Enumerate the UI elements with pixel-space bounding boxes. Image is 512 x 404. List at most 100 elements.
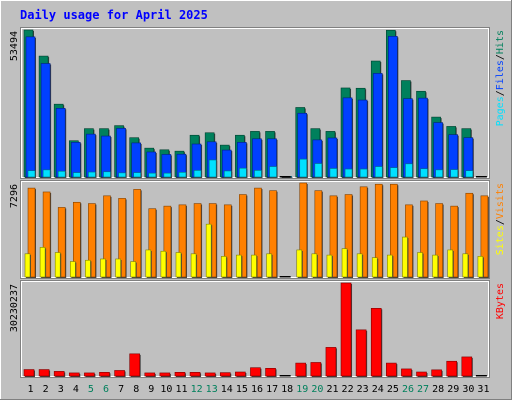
bar-kbytes — [174, 372, 186, 377]
bar-visits — [193, 203, 202, 278]
day-label: 30 — [462, 384, 474, 395]
bar-pages — [420, 168, 428, 178]
bar-empty-marker — [475, 176, 487, 178]
bar-files — [418, 97, 428, 178]
bar-files — [55, 108, 66, 178]
legend-entry: Sites — [495, 225, 506, 255]
y-max-label: 30230237 — [9, 284, 20, 332]
bar-kbytes — [355, 329, 367, 377]
bar-visits — [103, 195, 111, 278]
bar-sites — [175, 252, 182, 278]
day-label: 10 — [160, 384, 172, 395]
bar-pages — [148, 172, 157, 178]
bar-pages — [42, 169, 51, 178]
bar-files — [116, 128, 126, 178]
bar-sites — [447, 249, 454, 278]
bar-pages — [299, 158, 308, 178]
bar-visits — [465, 192, 474, 278]
bar-visits — [420, 200, 428, 278]
day-label: 6 — [103, 384, 109, 395]
bar-kbytes — [99, 372, 110, 377]
bar-visits — [42, 191, 51, 278]
bar-pages — [374, 166, 383, 178]
day-label: 14 — [221, 384, 233, 395]
bar-pages — [269, 166, 277, 178]
legend-entry: KBytes — [495, 283, 506, 319]
bar-empty-marker — [279, 375, 291, 377]
day-label: 19 — [296, 384, 308, 395]
bar-pages — [435, 169, 443, 178]
day-label: 27 — [417, 384, 429, 395]
bar-visits — [344, 194, 353, 278]
bar-kbytes — [38, 369, 50, 377]
bar-kbytes — [446, 360, 458, 377]
day-label: 29 — [447, 384, 459, 395]
bar-visits — [239, 194, 247, 278]
bar-empty-marker — [279, 276, 291, 278]
bar-sites — [69, 261, 76, 278]
day-label: 15 — [236, 384, 248, 395]
bar-sites — [160, 250, 167, 278]
bar-sites — [371, 257, 378, 278]
bar-sites — [220, 256, 227, 278]
day-label: 16 — [251, 384, 263, 395]
day-label: 3 — [58, 384, 64, 395]
bar-kbytes — [325, 347, 337, 377]
bar-pages — [450, 169, 459, 178]
legend-entry: Pages — [495, 96, 506, 126]
legend-entry: / — [495, 219, 506, 225]
bar-sites — [236, 254, 242, 278]
bar-empty-marker — [279, 176, 291, 178]
bar-files — [40, 63, 51, 178]
bar-pages — [88, 171, 96, 178]
day-label: 17 — [266, 384, 278, 395]
bar-kbytes — [129, 353, 140, 377]
bar-visits — [27, 187, 36, 278]
bar-sites — [356, 253, 363, 278]
day-label: 20 — [311, 384, 323, 395]
bar-sites — [100, 258, 106, 278]
day-label: 28 — [432, 384, 444, 395]
bar-visits — [450, 205, 459, 278]
legend-entry: Visits — [495, 183, 506, 219]
bar-kbytes — [265, 368, 276, 377]
bar-sites — [311, 253, 318, 278]
bar-sites — [205, 223, 212, 278]
bar-sites — [296, 249, 303, 278]
bar-kbytes — [401, 368, 412, 377]
bar-kbytes — [219, 372, 231, 377]
bar-kbytes — [340, 282, 352, 377]
bar-kbytes — [23, 369, 35, 377]
day-label: 24 — [372, 384, 384, 395]
bar-visits — [88, 203, 96, 278]
bar-visits — [359, 186, 368, 278]
bar-sites — [190, 253, 197, 278]
bar-sites — [341, 248, 348, 278]
bar-sites — [266, 253, 272, 278]
bar-pages — [390, 167, 398, 178]
bar-visits — [118, 198, 126, 278]
bar-files — [131, 142, 141, 178]
bar-sites — [39, 247, 46, 278]
bar-pages — [314, 163, 323, 178]
bar-pages — [223, 170, 232, 178]
bar-files — [388, 36, 398, 178]
bar-pages-shadow — [285, 177, 293, 178]
bar-pages — [178, 172, 187, 178]
bar-pages — [405, 163, 413, 178]
bar-sites — [387, 254, 393, 278]
legend-kbytes: KBytes — [495, 283, 506, 319]
bar-files — [101, 135, 111, 178]
bar-kbytes — [461, 356, 473, 377]
bar-visits — [374, 183, 383, 278]
panel-visits-sites: 7296 Sites/Visits — [9, 180, 506, 279]
bar-kbytes — [235, 371, 246, 377]
bar-pages — [344, 168, 353, 178]
bar-kbytes — [310, 362, 322, 377]
bar-files — [372, 73, 383, 178]
bar-pages — [254, 170, 262, 178]
bar-visits — [480, 195, 489, 278]
bar-sites — [417, 252, 423, 278]
bar-sites — [54, 252, 61, 278]
